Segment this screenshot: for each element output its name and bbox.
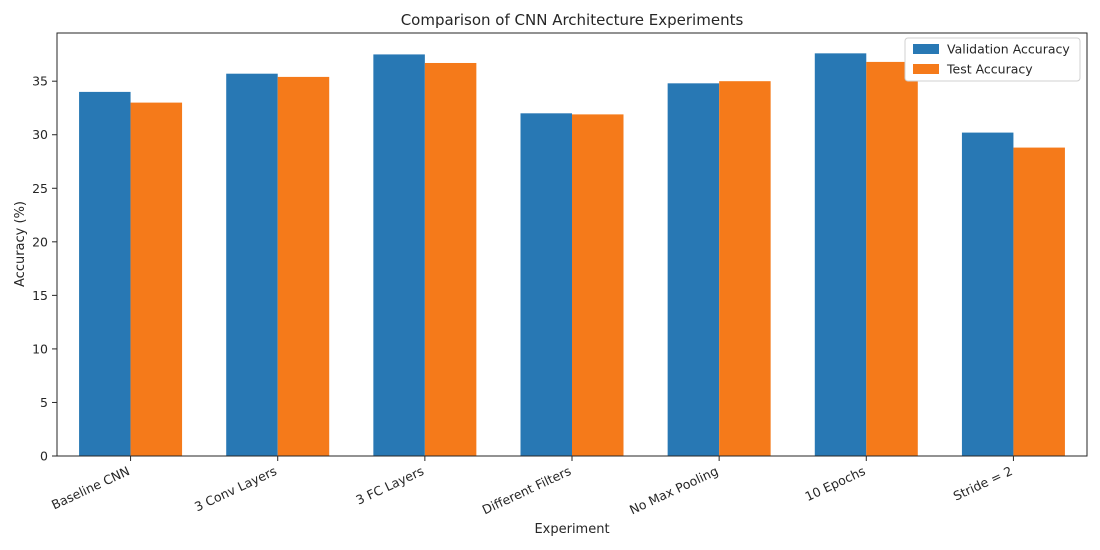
bar-test-5 [866,61,918,456]
bars-group [79,53,1065,457]
legend-swatch-test [913,64,939,74]
x-tick-label: 3 Conv Layers [192,463,279,514]
plot-frame [56,32,1088,457]
bar-validation-1 [226,73,278,457]
bar-validation-6 [961,132,1014,456]
y-tick-label: 5 [40,395,48,410]
y-axis-label: Accuracy (%) [13,201,28,287]
bar-test-6 [1013,147,1065,456]
bar-test-1 [277,76,330,457]
bar-validation-4 [667,83,720,457]
legend: Validation Accuracy Test Accuracy [904,37,1081,82]
bar-test-0 [130,102,183,456]
y-tick-label: 15 [32,288,48,303]
chart-title: Comparison of CNN Architecture Experimen… [401,11,744,29]
x-tick-label: Different Filters [480,463,574,517]
y-tick-label: 20 [32,234,48,249]
x-tick-label: Baseline CNN [49,463,132,512]
legend-box [904,37,1081,82]
x-tick-label: 10 Epochs [803,463,868,504]
y-tick-label: 30 [32,127,48,142]
x-tick-label: Stride = 2 [951,463,1015,503]
legend-label-validation: Validation Accuracy [947,42,1070,57]
y-tick-label: 35 [32,74,48,89]
bar-validation-5 [814,53,867,457]
y-tick-label: 0 [40,449,48,464]
y-tick-label: 10 [32,341,48,356]
bar-validation-3 [520,113,572,456]
bar-validation-2 [373,54,425,456]
x-tick-label: 3 FC Layers [353,463,426,508]
x-tick-label: No Max Pooling [627,463,720,517]
bar-validation-0 [79,91,131,456]
x-axis: Baseline CNN 3 Conv Layers 3 FC Layers Diff… [49,456,1015,517]
y-tick-label: 25 [32,181,48,196]
y-axis: 0 5 10 15 20 25 30 35 [32,74,57,464]
x-axis-label: Experiment [534,522,609,537]
legend-swatch-validation [913,44,939,54]
legend-label-test: Test Accuracy [946,62,1033,77]
bar-test-3 [572,114,624,457]
bar-test-4 [719,81,771,456]
bar-test-2 [424,62,477,457]
